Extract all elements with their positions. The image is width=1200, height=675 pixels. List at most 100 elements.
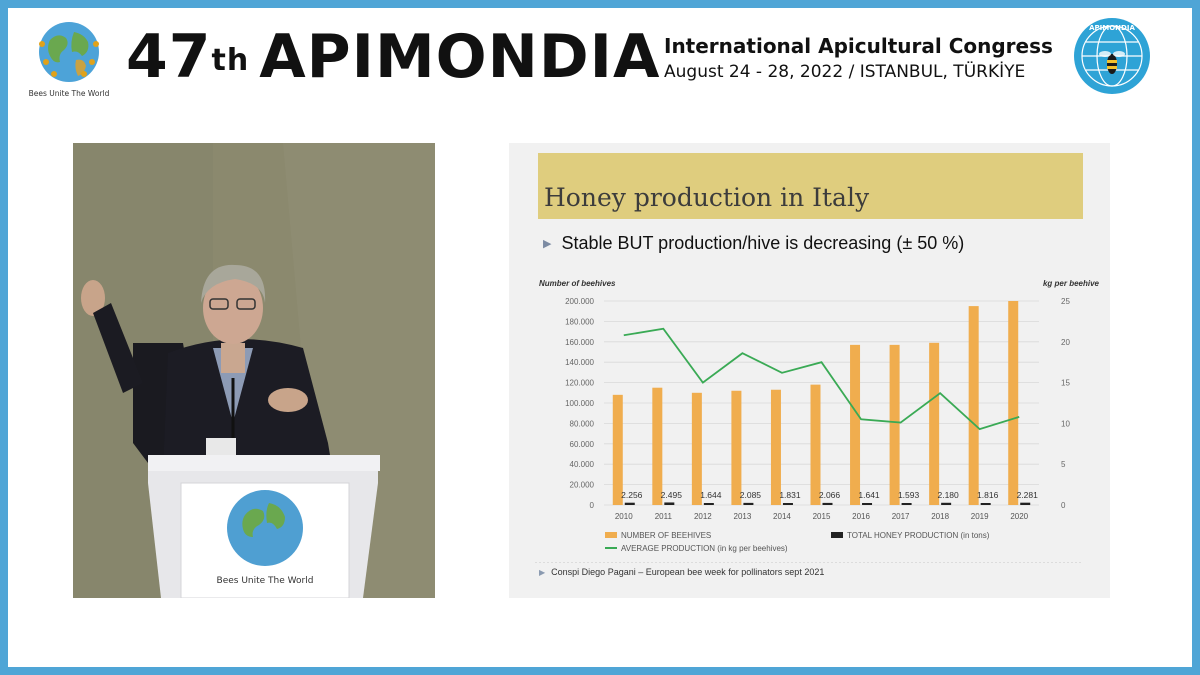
- y-left-tick-label: 160.000: [565, 338, 594, 347]
- slide-footnote-text: Conspi Diego Pagani – European bee week …: [551, 567, 825, 577]
- y-left-tick-label: 100.000: [565, 399, 594, 408]
- lectern-globe-logo: [227, 490, 303, 566]
- honey-production-data-label: 1.831: [779, 490, 801, 500]
- beehives-bar: [770, 389, 781, 505]
- beehives-bar: [810, 384, 821, 505]
- congress-header: Bees Unite The World 47th APIMONDIA Inter…: [8, 8, 1192, 108]
- beehives-bar: [929, 342, 940, 505]
- x-tick-label: 2011: [655, 512, 673, 521]
- y-right-tick-label: 25: [1061, 297, 1070, 306]
- honey-production-bar: [822, 502, 833, 505]
- honey-production-data-label: 1.644: [700, 490, 722, 500]
- beehives-bar: [968, 306, 979, 505]
- name-badge: [206, 438, 236, 458]
- title-ordinal: th: [211, 43, 250, 78]
- honey-production-bar: [1020, 502, 1031, 505]
- beehives-bar: [691, 392, 702, 505]
- honey-production-bar: [624, 502, 635, 505]
- x-tick-label: 2015: [813, 512, 831, 521]
- slide-title: Honey production in Italy: [544, 183, 870, 212]
- honey-production-bar: [980, 503, 991, 505]
- speaker-jacket: [163, 339, 333, 473]
- speaker-hand: [81, 280, 105, 316]
- honey-production-bars: [624, 502, 1031, 505]
- apimondia-logo: APIMONDIA: [1074, 18, 1150, 94]
- honey-production-data-label: 2.085: [740, 490, 762, 500]
- congress-subtitle-block: International Apicultural Congress Augus…: [664, 34, 1053, 82]
- svg-text:Bees Unite The World: Bees Unite The World: [217, 576, 314, 586]
- y-left-tick-label: 0: [590, 501, 595, 510]
- svg-text:APIMONDIA: APIMONDIA: [1089, 24, 1135, 32]
- footnote-arrow-icon: ▶: [539, 568, 546, 577]
- y-left-tick-label: 140.000: [565, 358, 594, 367]
- y-left-axis-label: Number of beehives: [539, 279, 616, 288]
- legend-label-average: AVERAGE PRODUCTION (in kg per beehives): [621, 544, 788, 553]
- x-tick-label: 2013: [734, 512, 752, 521]
- slide-title-bar: Honey production in Italy: [538, 153, 1083, 219]
- svg-text:Bees Unite The World: Bees Unite The World: [29, 89, 110, 98]
- honey-production-bar: [664, 502, 675, 505]
- honey-production-bar: [743, 502, 754, 505]
- x-tick-label: 2016: [852, 512, 870, 521]
- y-right-tick-label: 0: [1061, 501, 1066, 510]
- slide-footnote: ▶ Conspi Diego Pagani – European bee week…: [539, 567, 824, 577]
- speaker-video: Bees Unite The World: [73, 143, 435, 598]
- bees-unite-globe-logo: Bees Unite The World: [29, 22, 110, 98]
- x-tick-label: 2012: [694, 512, 712, 521]
- honey-production-data-label: 2.180: [937, 490, 959, 500]
- y-left-tick-label: 180.000: [565, 317, 594, 326]
- honey-production-bar: [862, 503, 873, 505]
- y-left-tick-label: 80.000: [570, 419, 595, 428]
- speaker-scene: Bees Unite The World: [73, 143, 435, 598]
- x-tick-label: 2017: [892, 512, 910, 521]
- legend-swatch-beehives: [605, 532, 617, 538]
- y-right-tick-label: 15: [1061, 379, 1070, 388]
- legend-label-beehives: NUMBER OF BEEHIVES: [621, 531, 711, 540]
- y-right-axis-label: kg per beehive: [1043, 279, 1100, 288]
- average-production-polyline: [623, 327, 1020, 431]
- honey-production-data-label: 2.066: [819, 490, 841, 500]
- beehives-bar: [612, 394, 623, 505]
- honey-production-data-label: 2.495: [661, 490, 683, 500]
- y-left-tick-label: 200.000: [565, 297, 594, 306]
- honey-production-data-label: 1.593: [898, 490, 920, 500]
- bullet-arrow-icon: ▶: [543, 238, 552, 250]
- honey-production-data-label: 2.281: [1017, 490, 1039, 500]
- y-left-ticks: 0 20.000 40.000 60.000 80.000 100.000 120.000 1…: [565, 297, 594, 510]
- beehives-bar: [850, 344, 861, 505]
- chart-gridlines: [604, 300, 1039, 506]
- congress-title: 47th APIMONDIA: [126, 22, 660, 92]
- chart-legend: NUMBER OF BEEHIVES TOTAL HONEY PRODUCTIO…: [605, 531, 990, 553]
- y-left-tick-label: 60.000: [570, 440, 595, 449]
- y-right-tick-label: 5: [1061, 460, 1066, 469]
- slide-bullet: ▶ Stable BUT production/hive is decreasin…: [543, 233, 964, 254]
- beehives-bar: [652, 387, 663, 505]
- speaker-hair: [201, 264, 266, 303]
- speaker-face: [203, 272, 263, 344]
- honey-production-data-label: 1.641: [858, 490, 880, 500]
- x-tick-label: 2020: [1010, 512, 1028, 521]
- honey-production-chart: Number of beehives kg per beehive 0 20.00…: [535, 279, 1100, 563]
- x-tick-label: 2010: [615, 512, 633, 521]
- title-number: 47: [126, 22, 212, 92]
- beehives-bars: [612, 301, 1019, 505]
- y-left-tick-label: 120.000: [565, 379, 594, 388]
- honey-production-bar: [782, 503, 793, 505]
- x-tick-label: 2019: [971, 512, 989, 521]
- honey-production-bar: [941, 502, 952, 505]
- legend-label-honey: TOTAL HONEY PRODUCTION (in tons): [847, 531, 990, 540]
- y-right-tick-label: 10: [1061, 419, 1070, 428]
- congress-subtitle: International Apicultural Congress: [664, 34, 1053, 58]
- title-word: APIMONDIA: [259, 22, 661, 92]
- x-axis-ticks: 2010 2011 2012 2013 2014 2015 2016 2017 2018 2019…: [615, 512, 1029, 521]
- beehives-bar: [1008, 301, 1019, 505]
- average-production-line: [623, 327, 1020, 431]
- honey-production-data-label: 1.816: [977, 490, 999, 500]
- y-right-tick-label: 20: [1061, 338, 1070, 347]
- presentation-slide: Honey production in Italy ▶ Stable BUT pr…: [509, 143, 1110, 598]
- honey-production-data-label: 2.256: [621, 490, 643, 500]
- x-tick-label: 2018: [931, 512, 949, 521]
- slide-bullet-text: Stable BUT production/hive is decreasing…: [561, 233, 965, 253]
- x-tick-label: 2014: [773, 512, 791, 521]
- honey-production-labels: 2.256 2.495 1.644 2.085 1.831 2.066 1.641 1.593…: [621, 490, 1038, 500]
